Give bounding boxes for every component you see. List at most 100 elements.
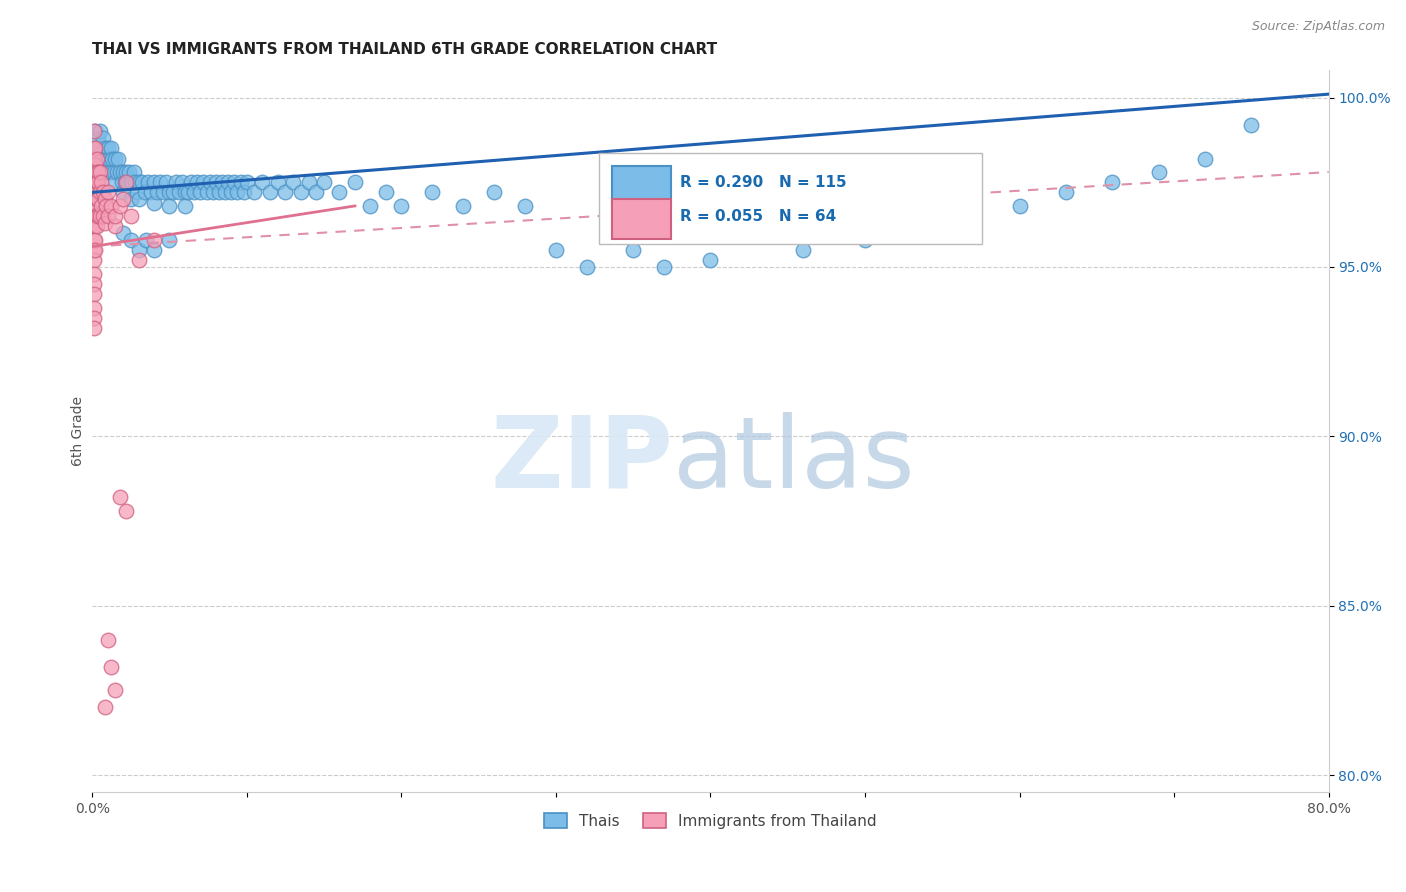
Point bbox=[112, 186, 135, 200]
Point bbox=[100, 659, 122, 673]
Point bbox=[84, 219, 107, 234]
Point bbox=[162, 186, 184, 200]
Point bbox=[83, 199, 105, 213]
Point bbox=[136, 175, 159, 189]
Point bbox=[86, 165, 108, 179]
Point bbox=[97, 186, 120, 200]
Point bbox=[451, 199, 474, 213]
Point bbox=[84, 124, 107, 138]
Point bbox=[190, 186, 212, 200]
Point bbox=[86, 165, 108, 179]
Point bbox=[652, 260, 675, 274]
Point bbox=[328, 186, 350, 200]
Point bbox=[201, 186, 224, 200]
Point bbox=[312, 175, 335, 189]
Point bbox=[198, 175, 221, 189]
Point bbox=[575, 260, 598, 274]
Point bbox=[86, 158, 108, 172]
Point bbox=[243, 186, 266, 200]
Point bbox=[208, 186, 231, 200]
Point bbox=[792, 243, 814, 257]
Point bbox=[104, 175, 127, 189]
Point bbox=[149, 175, 172, 189]
Point bbox=[108, 490, 131, 504]
Point bbox=[544, 243, 567, 257]
Point bbox=[281, 175, 304, 189]
Point bbox=[83, 209, 105, 223]
Point bbox=[83, 301, 105, 315]
Point bbox=[221, 186, 243, 200]
Point bbox=[100, 165, 122, 179]
Point bbox=[143, 195, 166, 210]
Point bbox=[93, 700, 115, 714]
Point bbox=[83, 277, 105, 291]
FancyBboxPatch shape bbox=[612, 166, 671, 205]
Point bbox=[115, 165, 138, 179]
Point bbox=[90, 175, 112, 189]
Point bbox=[224, 175, 246, 189]
Point bbox=[159, 186, 181, 200]
Point bbox=[104, 683, 127, 698]
Point bbox=[217, 175, 239, 189]
Point bbox=[107, 152, 129, 166]
Point bbox=[155, 175, 177, 189]
Text: R = 0.290   N = 115: R = 0.290 N = 115 bbox=[679, 175, 846, 190]
Point bbox=[1194, 152, 1216, 166]
Point bbox=[91, 131, 114, 145]
Point bbox=[170, 175, 193, 189]
Text: ZIP: ZIP bbox=[491, 411, 673, 508]
Point bbox=[89, 186, 111, 200]
Point bbox=[120, 175, 142, 189]
Point bbox=[1101, 175, 1123, 189]
Point bbox=[235, 175, 257, 189]
Point bbox=[98, 152, 121, 166]
Point bbox=[115, 504, 138, 518]
Point bbox=[89, 124, 111, 138]
Text: THAI VS IMMIGRANTS FROM THAILAND 6TH GRADE CORRELATION CHART: THAI VS IMMIGRANTS FROM THAILAND 6TH GRA… bbox=[93, 42, 717, 57]
Point bbox=[83, 152, 105, 166]
Point bbox=[165, 175, 187, 189]
Point bbox=[100, 141, 122, 155]
Point bbox=[97, 165, 120, 179]
Point bbox=[83, 287, 105, 301]
Point bbox=[143, 233, 166, 247]
Point bbox=[250, 175, 273, 189]
Point bbox=[420, 186, 443, 200]
Point bbox=[121, 175, 143, 189]
Point bbox=[193, 175, 215, 189]
Point bbox=[152, 186, 174, 200]
Point bbox=[134, 186, 156, 200]
Point bbox=[93, 141, 115, 155]
Point bbox=[115, 175, 138, 189]
Point bbox=[128, 243, 150, 257]
Point bbox=[1008, 199, 1031, 213]
Point bbox=[83, 243, 105, 257]
Point bbox=[211, 175, 233, 189]
Point bbox=[83, 141, 105, 155]
Point bbox=[97, 209, 120, 223]
Point bbox=[94, 152, 117, 166]
Text: atlas: atlas bbox=[673, 411, 915, 508]
Point bbox=[84, 209, 107, 223]
Point bbox=[90, 152, 112, 166]
Point bbox=[84, 175, 107, 189]
Point bbox=[83, 219, 105, 234]
Point bbox=[159, 233, 181, 247]
Point bbox=[84, 158, 107, 172]
Point bbox=[97, 141, 120, 155]
Point bbox=[83, 321, 105, 335]
Point bbox=[83, 186, 105, 200]
Point bbox=[305, 186, 328, 200]
Point bbox=[87, 148, 110, 162]
Y-axis label: 6th Grade: 6th Grade bbox=[72, 396, 86, 467]
Point bbox=[83, 310, 105, 325]
Point bbox=[103, 165, 125, 179]
Point bbox=[87, 192, 110, 206]
Legend: Thais, Immigrants from Thailand: Thais, Immigrants from Thailand bbox=[538, 806, 883, 835]
Point bbox=[86, 175, 108, 189]
Point bbox=[128, 192, 150, 206]
Point bbox=[112, 192, 135, 206]
Point bbox=[177, 186, 200, 200]
Point bbox=[1054, 186, 1077, 200]
Point bbox=[86, 209, 108, 223]
